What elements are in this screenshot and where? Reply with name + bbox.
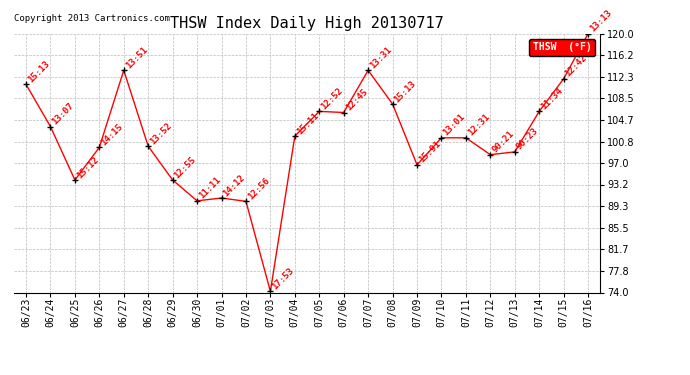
Text: Copyright 2013 Cartronics.com: Copyright 2013 Cartronics.com bbox=[14, 14, 170, 23]
Text: 13:51: 13:51 bbox=[124, 45, 149, 70]
Text: 90:21: 90:21 bbox=[491, 129, 515, 154]
Text: 11:11: 11:11 bbox=[197, 176, 222, 201]
Text: 12:45: 12:45 bbox=[344, 87, 369, 112]
Text: 15:91: 15:91 bbox=[417, 140, 442, 165]
Text: 15:12: 15:12 bbox=[75, 154, 100, 180]
Text: 14:12: 14:12 bbox=[221, 172, 247, 198]
Text: 12:31: 12:31 bbox=[466, 112, 491, 138]
Text: 13:31: 13:31 bbox=[368, 45, 393, 70]
Text: 13:07: 13:07 bbox=[50, 101, 76, 127]
Text: 12:42: 12:42 bbox=[564, 53, 589, 79]
Text: 12:52: 12:52 bbox=[319, 86, 344, 111]
Text: 12:55: 12:55 bbox=[172, 154, 198, 180]
Text: 14:15: 14:15 bbox=[99, 122, 125, 147]
Text: 11:34: 11:34 bbox=[539, 86, 564, 111]
Text: 15:13: 15:13 bbox=[26, 59, 51, 84]
Text: 17:53: 17:53 bbox=[270, 266, 296, 291]
Legend: THSW  (°F): THSW (°F) bbox=[529, 39, 595, 56]
Text: 13:52: 13:52 bbox=[148, 121, 174, 146]
Text: 12:56: 12:56 bbox=[246, 176, 271, 201]
Text: 13:01: 13:01 bbox=[442, 112, 467, 138]
Title: THSW Index Daily High 20130717: THSW Index Daily High 20130717 bbox=[170, 16, 444, 31]
Text: 15:11: 15:11 bbox=[295, 111, 320, 136]
Text: 15:13: 15:13 bbox=[393, 79, 418, 104]
Text: 90:23: 90:23 bbox=[515, 126, 540, 152]
Text: 13:13: 13:13 bbox=[588, 8, 613, 34]
